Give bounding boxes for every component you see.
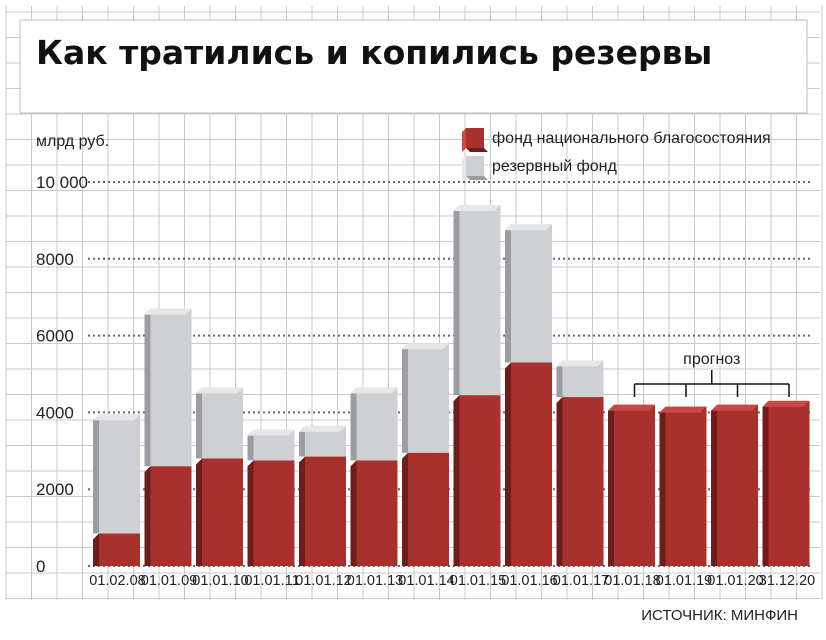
y-tick-label: 6000 <box>36 327 74 346</box>
y-ticks: 0 2000 4000 6000 8000 10 000 <box>36 173 88 576</box>
x-tick-label: 01.01.18 <box>604 573 660 589</box>
y-tick-label: 10 000 <box>36 173 88 192</box>
bar-top <box>350 387 398 394</box>
bar-reserve <box>453 205 501 396</box>
bar-reserve <box>93 414 140 534</box>
y-tick-label: 4000 <box>36 403 74 422</box>
bar-top <box>556 360 604 367</box>
forecast-annotation: прогноз <box>633 351 790 397</box>
bar-top <box>453 205 501 212</box>
bar-fnb <box>659 406 707 566</box>
x-tick-label: 01.01.10 <box>192 573 248 589</box>
x-tick-label: 01.01.15 <box>450 573 506 589</box>
x-tick-label: 01.01.19 <box>656 573 712 589</box>
title-box <box>19 19 808 114</box>
x-tick-label: 01.02.08 <box>89 573 145 589</box>
legend-label-fnb: фонд национального благосостояния <box>492 130 771 147</box>
bar-fnb <box>299 456 346 566</box>
x-tick-label: 01.01.12 <box>295 573 351 589</box>
legend: фонд национального благосостояния резерв… <box>462 128 771 180</box>
x-tick-label: 01.01.13 <box>347 573 403 589</box>
bar-fnb <box>556 397 604 566</box>
bar-fnb <box>505 362 552 566</box>
x-ticks: 01.02.0801.01.0901.01.1001.01.1101.01.12… <box>89 573 815 589</box>
bar-top <box>144 308 192 315</box>
bar-fnb <box>402 452 449 566</box>
bar-top <box>299 425 346 432</box>
y-tick-label: 8000 <box>36 250 74 269</box>
y-tick-label: 2000 <box>36 480 74 499</box>
bar-fnb <box>196 458 243 566</box>
bar-reserve <box>402 343 449 453</box>
bar-reserve <box>144 308 192 467</box>
bar-fnb <box>144 466 192 566</box>
x-tick-label: 31.12.20 <box>759 573 815 589</box>
y-tick-label: 0 <box>36 557 45 576</box>
bar-reserve <box>196 387 243 459</box>
bar-fnb <box>762 400 810 566</box>
bar-top <box>711 404 758 411</box>
bar-reserve <box>556 360 604 398</box>
bar-top <box>659 406 707 413</box>
bar-fnb <box>350 460 398 566</box>
bar-top <box>608 404 655 411</box>
bar-reserve <box>350 387 398 461</box>
x-tick-label: 01.01.14 <box>398 573 454 589</box>
legend-label-reserve: резервный фонд <box>492 158 618 175</box>
bar-fnb <box>93 533 140 566</box>
legend-swatch-fnb <box>462 128 488 152</box>
chart-title: Как тратились и копились резервы <box>36 33 712 72</box>
bar-fnb <box>247 460 295 566</box>
y-axis-label: млрд руб. <box>36 133 109 150</box>
bar-top <box>93 414 140 421</box>
bar-top <box>505 224 552 231</box>
bar-fnb <box>608 404 655 566</box>
x-tick-label: 01.01.11 <box>244 573 299 589</box>
bar-fnb <box>453 395 501 566</box>
bar-reserve <box>505 224 552 363</box>
bars <box>93 205 810 566</box>
x-tick-label: 01.01.09 <box>141 573 197 589</box>
x-tick-label: 01.01.20 <box>707 573 763 589</box>
bar-top <box>247 429 295 436</box>
bar-top <box>402 343 449 350</box>
x-tick-label: 01.01.16 <box>501 573 557 589</box>
forecast-label: прогноз <box>683 351 740 368</box>
bar-fnb <box>711 404 758 566</box>
legend-swatch-reserve <box>462 156 488 180</box>
bar-top <box>196 387 243 394</box>
source-note: ИСТОЧНИК: МИНФИН <box>641 607 798 624</box>
bar-top <box>762 400 810 407</box>
x-tick-label: 01.01.17 <box>553 573 609 589</box>
